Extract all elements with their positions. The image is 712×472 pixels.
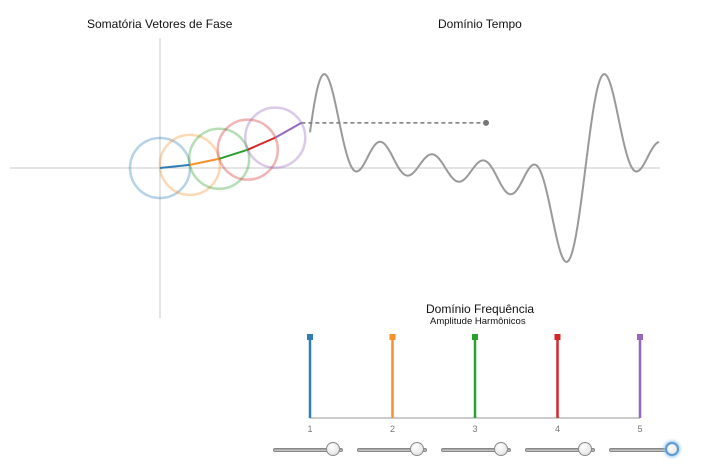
harmonic-handle-1: [307, 334, 313, 340]
time-domain-wave: [301, 73, 660, 263]
phasor-vector-4: [247, 136, 276, 151]
slider-thumb[interactable]: [409, 442, 424, 456]
harmonic-handle-5: [637, 334, 643, 340]
harmonic-handle-3: [472, 334, 478, 340]
harmonic-tick-4: 4: [555, 424, 560, 434]
phasor-circle-5: [244, 106, 307, 169]
phasor-vectors: [159, 121, 302, 169]
harmonic-tick-2: 2: [390, 424, 395, 434]
harmonic-tick-5: 5: [637, 424, 642, 434]
frequency-domain-subtitle: Amplitude Harmônicos: [430, 316, 526, 327]
slider-thumb[interactable]: [325, 442, 340, 456]
time-domain-title: Domínio Tempo: [438, 17, 522, 31]
frequency-domain-title: Domínio Frequência: [426, 302, 535, 316]
phasor-circle-1: [128, 136, 192, 200]
waveform-curve: [309, 73, 660, 263]
phasor-vector-2: [189, 157, 220, 166]
amplitude-5-slider[interactable]: [609, 442, 679, 458]
slider-track[interactable]: [273, 448, 343, 452]
slider-track[interactable]: [525, 448, 595, 452]
slider-thumb[interactable]: [665, 442, 679, 456]
phasor-vector-5: [274, 121, 302, 139]
phasor-vector-3: [218, 148, 249, 160]
axes-group: [10, 38, 660, 318]
harmonic-tick-1: 1: [307, 424, 312, 434]
amplitude-1-slider[interactable]: [273, 442, 343, 458]
amplitude-4-slider[interactable]: [525, 442, 595, 458]
harmonic-handle-2: [389, 334, 396, 340]
frequency-domain-chart: 1 2 3 4 5: [307, 334, 643, 434]
amplitude-2-slider[interactable]: [357, 442, 427, 458]
slider-track[interactable]: [357, 448, 427, 452]
phasor-circle-3: [187, 127, 251, 191]
phasor-circle-4: [216, 118, 280, 181]
phase-marker-dot: [483, 119, 489, 126]
slider-thumb[interactable]: [493, 442, 508, 456]
harmonic-handle-4: [554, 334, 561, 340]
phasor-vector-1: [159, 163, 190, 169]
phasor-panel-title: Somatória Vetores de Fase: [87, 17, 233, 31]
slider-track[interactable]: [441, 448, 511, 452]
phasor-circle-2: [158, 133, 222, 197]
phasor-circles: [128, 106, 307, 200]
amplitude-3-slider[interactable]: [441, 442, 511, 458]
slider-thumb[interactable]: [577, 442, 592, 456]
harmonic-tick-3: 3: [472, 424, 477, 434]
